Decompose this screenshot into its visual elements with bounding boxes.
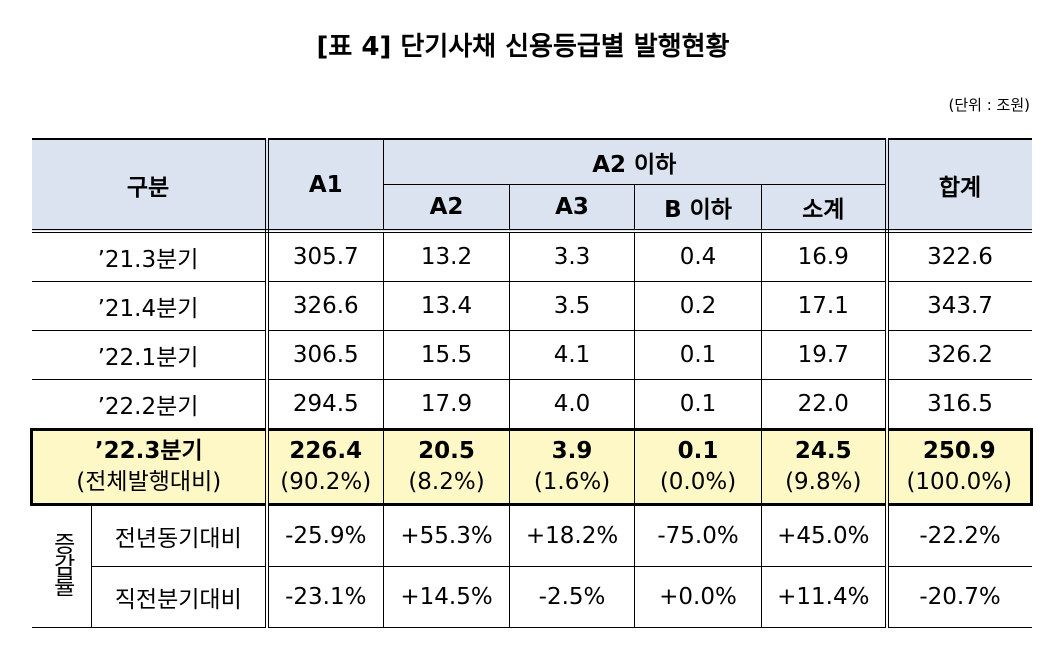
- header-cell: A1: [266, 138, 385, 233]
- value-cell: 343.7: [884, 281, 1032, 331]
- highlight-share: (9.8%): [785, 469, 862, 495]
- issuance-table: 구분 A1 A2 이하 합계 A2 A3 B 이하 소계 ’21.3분기 305.…: [29, 138, 1034, 628]
- unit-note: (단위 : 조원): [948, 96, 1031, 114]
- change-group-label: 증감률: [31, 504, 92, 628]
- value-cell: +18.2%: [509, 504, 636, 567]
- row-label: ’22.2분기: [31, 379, 269, 430]
- change-row: 직전분기대비 -23.1% +14.5% -2.5% +0.0% +11.4% -20.7%: [32, 566, 1032, 628]
- value-cell: 0.1: [634, 330, 763, 380]
- value-cell: 13.4: [383, 281, 511, 331]
- value-cell: +0.0%: [634, 566, 763, 628]
- header-cell: A2: [383, 184, 511, 233]
- value-cell: 22.0: [761, 379, 888, 430]
- value-cell: 24.5 (9.8%): [761, 428, 888, 506]
- highlight-label: ’22.3분기: [94, 437, 203, 464]
- data-row: ’21.3분기 305.7 13.2 3.3 0.4 16.9 322.6: [31, 230, 1032, 282]
- value-cell: 20.5 (8.2%): [383, 428, 511, 506]
- highlight-share: (100.0%): [906, 469, 1013, 495]
- highlight-value: 226.4: [289, 437, 363, 464]
- highlight-value: 0.1: [677, 437, 719, 464]
- highlight-sublabel: (전체발행대비): [76, 469, 222, 495]
- highlight-value: 20.5: [418, 437, 475, 464]
- header-cell: A2 이하: [383, 138, 888, 185]
- highlight-share: (90.2%): [280, 469, 372, 495]
- highlight-share: (8.2%): [408, 469, 485, 495]
- value-cell: 226.4 (90.2%): [266, 428, 385, 506]
- value-cell: 3.9 (1.6%): [509, 428, 636, 506]
- highlight-value: 3.9: [551, 437, 593, 464]
- highlight-row: ’22.3분기 (전체발행대비) 226.4 (90.2%) 20.5 (8.2%) 3.9…: [29, 428, 1034, 506]
- value-cell: +45.0%: [761, 504, 888, 567]
- value-cell: 17.1: [761, 281, 888, 331]
- value-cell: +55.3%: [383, 504, 511, 567]
- row-label: 직전분기대비: [90, 566, 269, 628]
- data-row: ’22.1분기 306.5 15.5 4.1 0.1 19.7 326.2: [31, 330, 1032, 380]
- value-cell: 326.6: [266, 281, 385, 331]
- row-label: ’21.3분기: [31, 230, 269, 282]
- value-cell: 294.5: [266, 379, 385, 430]
- row-label: ’22.3분기 (전체발행대비): [29, 428, 269, 506]
- title: [표 4] 단기사채 신용등급별 발행현황: [316, 32, 730, 62]
- table-body: ’21.3분기 305.7 13.2 3.3 0.4 16.9 322.6’21.4분기 32…: [29, 230, 1034, 628]
- data-row: ’21.4분기 326.6 13.4 3.5 0.2 17.1 343.7: [31, 281, 1032, 331]
- highlight-share: (1.6%): [533, 469, 611, 495]
- highlight-value: 250.9: [922, 437, 996, 464]
- header-cell: A3: [509, 184, 636, 233]
- value-cell: +11.4%: [761, 566, 888, 628]
- value-cell: 4.0: [509, 379, 636, 430]
- highlight-value: 24.5: [794, 437, 852, 464]
- row-label: 전년동기대비: [90, 504, 269, 567]
- value-cell: 0.1 (0.0%): [634, 428, 763, 506]
- value-cell: 15.5: [383, 330, 511, 380]
- row-label: ’22.1분기: [31, 330, 269, 380]
- change-row: 증감률 전년동기대비 -25.9% +55.3% +18.2% -75.0% +45.0% -…: [31, 504, 1032, 628]
- value-cell: 326.2: [884, 330, 1032, 380]
- change-label: 증감률: [48, 532, 75, 595]
- value-cell: 13.2: [383, 230, 511, 282]
- value-cell: 3.3: [509, 230, 636, 282]
- value-cell: 17.9: [383, 379, 511, 430]
- value-cell: 4.1: [509, 330, 636, 380]
- value-cell: -75.0%: [634, 504, 763, 567]
- value-cell: 316.5: [884, 379, 1032, 430]
- value-cell: -25.9%: [266, 504, 385, 567]
- header-cell: 소계: [761, 184, 888, 233]
- value-cell: 16.9: [761, 230, 888, 282]
- value-cell: 3.5: [509, 281, 636, 331]
- value-cell: -22.2%: [884, 504, 1032, 567]
- value-cell: 322.6: [884, 230, 1032, 282]
- value-cell: -23.1%: [266, 566, 385, 628]
- value-cell: 19.7: [761, 330, 888, 380]
- value-cell: 250.9 (100.0%): [884, 428, 1034, 506]
- value-cell: +14.5%: [383, 566, 511, 628]
- highlight-share: (0.0%): [659, 469, 737, 495]
- value-cell: 0.4: [634, 230, 763, 282]
- header-cell: B 이하: [634, 184, 763, 233]
- value-cell: 0.1: [634, 379, 763, 430]
- value-cell: 0.2: [634, 281, 763, 331]
- value-cell: 305.7: [266, 230, 385, 282]
- header-cell: 합계: [884, 138, 1032, 233]
- value-cell: -20.7%: [884, 566, 1032, 628]
- data-row: ’22.2분기 294.5 17.9 4.0 0.1 22.0 316.5: [31, 379, 1032, 430]
- header-cell: 구분: [31, 138, 269, 233]
- value-cell: 306.5: [266, 330, 385, 380]
- row-label: ’21.4분기: [31, 281, 269, 331]
- value-cell: -2.5%: [509, 566, 636, 628]
